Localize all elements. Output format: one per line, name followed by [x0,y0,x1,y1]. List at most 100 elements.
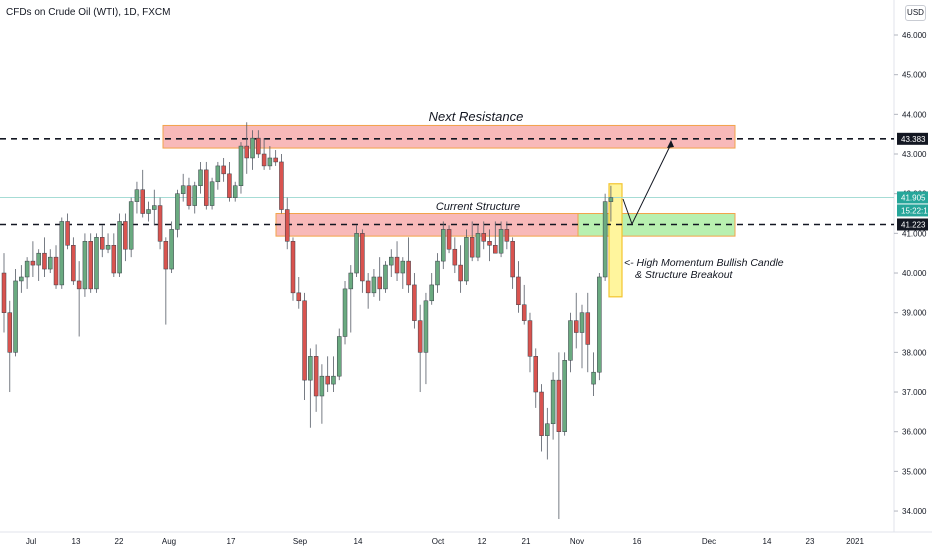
candle[interactable] [192,181,197,214]
candle[interactable] [527,312,533,373]
candle[interactable] [227,161,232,202]
candle[interactable] [221,157,226,182]
candle[interactable] [377,257,382,301]
projection-arrow-line[interactable] [622,143,672,226]
candle[interactable] [331,356,336,393]
candle[interactable] [296,276,302,309]
candle[interactable] [550,372,556,440]
candle[interactable] [487,229,492,262]
candle[interactable] [65,213,70,250]
candle[interactable] [469,221,475,262]
candle[interactable] [336,328,342,381]
candle[interactable] [232,181,238,202]
candle[interactable] [19,265,24,293]
last-price-badge[interactable]: 41.905 [901,193,926,202]
candle[interactable] [475,225,481,262]
candle[interactable] [88,233,93,293]
candle[interactable] [13,269,18,357]
candle[interactable] [493,221,498,254]
candle[interactable] [389,249,394,277]
candle[interactable] [36,249,41,281]
candle[interactable] [325,356,330,393]
candle[interactable] [342,280,348,345]
candle[interactable] [256,130,261,158]
symbol-title[interactable]: CFDs on Crude Oil (WTI), 1D, FXCM [6,7,171,18]
resistance-zone[interactable] [162,124,736,149]
candle[interactable] [47,249,53,274]
candle[interactable] [250,130,255,170]
candle[interactable] [319,364,325,424]
candle[interactable] [238,142,244,194]
candle[interactable] [597,273,602,381]
candle[interactable] [152,189,157,226]
candle[interactable] [458,245,463,293]
support-green-zone[interactable] [577,213,736,237]
candle[interactable] [175,189,180,238]
candle[interactable] [42,237,47,277]
candle[interactable] [602,193,608,281]
candle[interactable] [579,304,585,369]
candle[interactable] [302,292,307,400]
candle[interactable] [267,146,273,170]
next-resistance-label[interactable]: Next Resistance [429,109,524,124]
candle[interactable] [146,201,151,222]
candle[interactable] [117,213,122,277]
candle[interactable] [279,154,284,214]
candle[interactable] [354,225,359,277]
candle[interactable] [1,253,7,333]
candle[interactable] [510,237,515,289]
support-price-badge[interactable]: 41.223 [901,221,926,230]
candle[interactable] [24,257,30,289]
candle[interactable] [53,245,59,289]
candle[interactable] [504,221,510,250]
candle[interactable] [198,161,203,194]
candle[interactable] [244,122,250,174]
candle[interactable] [568,312,573,373]
candle[interactable] [481,221,486,250]
candle[interactable] [435,253,440,293]
candle[interactable] [591,352,596,396]
candle[interactable] [186,177,192,210]
candle[interactable] [111,233,117,277]
candle[interactable] [516,261,521,313]
candle[interactable] [573,292,579,349]
candle[interactable] [308,348,313,428]
candle[interactable] [7,300,13,393]
candle[interactable] [423,292,429,385]
candle[interactable] [371,269,377,297]
candle[interactable] [215,161,221,190]
candle[interactable] [204,161,209,210]
candle[interactable] [123,213,128,262]
candle[interactable] [585,292,591,373]
candle[interactable] [348,265,354,333]
candle[interactable] [128,197,134,258]
candle[interactable] [157,197,163,250]
candle[interactable] [76,261,82,337]
candle[interactable] [400,257,406,289]
candle[interactable] [365,273,371,309]
candle[interactable] [412,273,417,329]
candle[interactable] [261,138,267,170]
breakout-label-line1[interactable]: <- High Momentum Bullish Candle [624,257,784,269]
candle[interactable] [30,241,36,277]
candle[interactable] [273,150,278,166]
candle[interactable] [452,237,458,274]
candle[interactable] [556,352,562,519]
candle[interactable] [284,197,290,250]
candle[interactable] [429,273,434,305]
candle[interactable] [209,177,215,210]
candle[interactable] [562,352,567,436]
candle[interactable] [521,284,527,325]
candle[interactable] [82,233,88,297]
candle[interactable] [59,217,65,289]
candle[interactable] [100,225,105,258]
currency-badge[interactable]: USD [905,5,926,21]
candle[interactable] [290,237,296,301]
candle[interactable] [94,233,99,293]
candle[interactable] [406,237,411,293]
time-axis[interactable]: Jul 13 22 Aug 17 Sep 14 Oct 12 21 Nov 16 Dec 14 23 2021 [26,537,865,546]
candle[interactable] [464,229,469,285]
candle[interactable] [441,221,446,270]
resistance-price-badge[interactable]: 43.383 [901,135,926,144]
candle[interactable] [169,221,174,274]
